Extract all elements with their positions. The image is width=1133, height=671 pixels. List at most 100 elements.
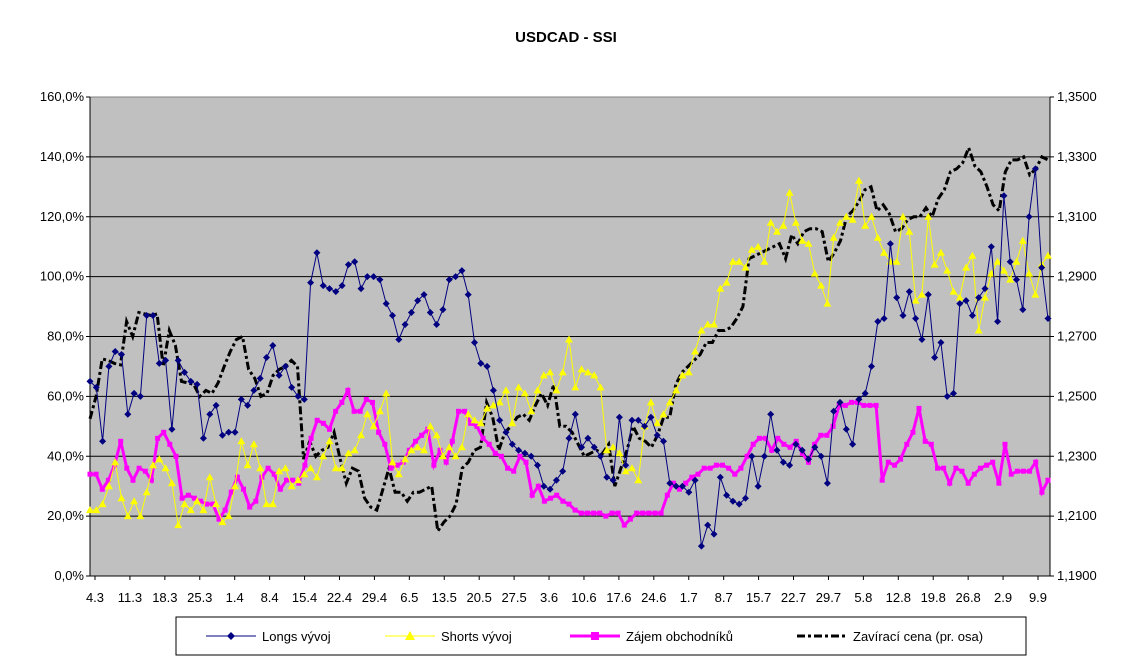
longs-point [773,446,781,454]
shorts-point [609,443,618,451]
zajem-point [1002,441,1008,447]
shorts-point [804,239,813,247]
shorts-point [773,227,781,235]
longs-point [433,321,441,328]
longs-point [124,410,132,418]
longs-point [905,288,913,296]
shorts-point [212,500,221,508]
longs-point [760,452,768,460]
longs-point [521,449,529,457]
zajem-point [370,399,375,405]
x-tick-label: 8.4 [261,590,279,605]
longs-point [874,318,882,325]
shorts-point [363,410,372,418]
legend-marker-triangle [405,631,415,640]
zajem-point [916,405,922,411]
zajem-point [1020,468,1026,474]
shorts-point [873,233,882,241]
zajem-point [228,489,234,495]
zajem-point [449,438,455,444]
zajem-point [609,510,615,516]
shorts-point [621,467,630,475]
shorts-point [999,266,1008,274]
longs-point [628,416,636,424]
shorts-point [338,464,347,472]
zajem-point [142,468,148,474]
shorts-point [495,398,504,406]
zajem-point [947,480,953,486]
zajem-point [277,486,283,492]
longs-point [162,356,170,364]
longs-point [975,294,983,302]
zajem-point [615,510,621,516]
longs-point [193,380,201,388]
longs-point [603,473,611,481]
longs-point [534,461,541,469]
longs-point [615,413,623,421]
zajem-point [885,459,891,465]
longs-point [861,389,869,397]
zajem-point [517,453,523,459]
zajem-point [173,453,179,459]
zajem-point [216,516,222,522]
longs-point [206,410,214,418]
zajem-point [984,462,990,468]
zajem-point [689,474,695,480]
longs-point [899,312,907,319]
longs-point [565,434,573,442]
longs-point [647,413,655,421]
longs-point [464,291,472,299]
series-zajem [87,386,1051,528]
zajem-point [1033,459,1039,465]
zajem-point [382,441,388,447]
longs-point [1044,315,1052,322]
zajem-point [234,474,240,480]
longs-point [1013,276,1020,284]
longs-point [420,291,428,299]
x-tick-label: 8.7 [715,590,733,605]
shorts-point [451,452,460,460]
longs-point [155,359,163,367]
longs-point [584,434,592,442]
longs-point [483,362,491,370]
zajem-point [775,435,781,441]
longs-point [691,476,699,484]
zajem-point [1027,468,1033,474]
shorts-point [842,212,851,220]
longs-point [893,294,901,302]
shorts-point [243,461,252,469]
shorts-point [747,245,756,253]
shorts-point [470,416,479,424]
shorts-point [413,443,422,451]
shorts-point [508,419,517,427]
longs-point [275,371,283,379]
series-longs [86,165,1052,550]
legend-marker-square [591,632,599,640]
longs-point [1000,192,1008,200]
longs-point [622,461,630,469]
zajem-point [904,441,910,447]
legend-item-shorts: Shorts vývoj [385,629,512,644]
shorts-point [256,464,265,472]
longs-point [300,395,308,403]
zajem-point [179,495,185,501]
x-tick-label: 3.6 [540,590,558,605]
shorts-point [514,383,523,391]
shorts-point [905,227,914,235]
longs-point [181,368,188,376]
zajem-point [953,465,959,471]
longs-point [370,273,378,281]
longs-point [962,297,970,305]
longs-point [685,488,693,496]
series-close [88,143,1049,536]
x-tick-label: 20.5 [467,590,492,605]
shorts-point [294,476,302,484]
shorts-point [1006,275,1015,283]
shorts-point [936,248,945,256]
shorts-point [817,281,826,289]
zajem-point [191,495,197,501]
shorts-point [394,470,403,478]
longs-point [99,437,107,445]
y-left-tick-label: 100,0% [40,269,85,284]
